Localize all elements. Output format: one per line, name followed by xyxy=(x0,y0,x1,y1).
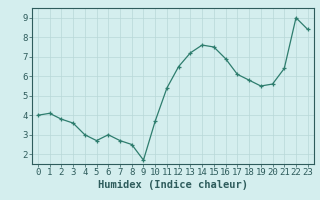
X-axis label: Humidex (Indice chaleur): Humidex (Indice chaleur) xyxy=(98,180,248,190)
